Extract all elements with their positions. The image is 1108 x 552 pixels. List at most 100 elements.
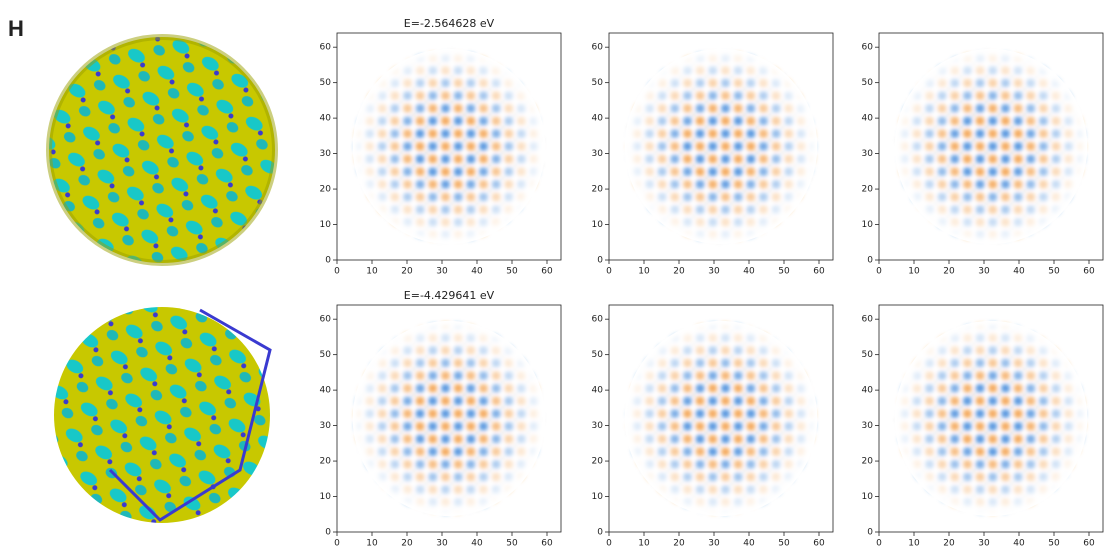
x-tick-label: 40 [471,267,483,277]
x-tick-label: 20 [673,539,685,549]
x-tick-label: 0 [606,267,612,277]
density-fade [895,49,1088,244]
x-tick-label: 0 [876,539,882,549]
heatmap [895,321,1088,516]
y-tick-label: 0 [597,256,603,266]
panel-label: H [8,16,24,41]
x-tick-label: 0 [606,539,612,549]
x-tick-label: 60 [1083,267,1095,277]
x-tick-label: 40 [1013,267,1025,277]
heatmap [625,49,818,244]
y-tick-label: 40 [862,386,874,396]
x-tick-label: 50 [506,267,518,277]
y-tick-label: 40 [862,114,874,124]
y-tick-label: 30 [320,421,332,431]
y-tick-label: 10 [592,220,604,230]
x-tick-label: 30 [436,539,448,549]
y-tick-label: 30 [320,149,332,159]
density-fade [625,321,818,516]
y-tick-label: 30 [862,421,874,431]
x-tick-label: 30 [978,267,990,277]
x-tick-label: 0 [334,267,340,277]
y-tick-label: 20 [320,185,332,195]
x-tick-label: 30 [708,267,720,277]
y-tick-label: 30 [592,149,604,159]
x-tick-label: 10 [908,267,920,277]
x-tick-label: 60 [1083,539,1095,549]
x-tick-label: 50 [506,539,518,549]
heatmap [353,321,546,516]
x-tick-label: 20 [401,539,413,549]
x-tick-label: 50 [1048,539,1060,549]
density-fade [895,321,1088,516]
y-tick-label: 10 [862,492,874,502]
x-tick-label: 20 [943,539,955,549]
y-tick-label: 60 [592,315,604,325]
y-tick-label: 20 [592,185,604,195]
x-tick-label: 50 [1048,267,1060,277]
x-tick-label: 0 [334,539,340,549]
heatmap [625,321,818,516]
y-tick-label: 60 [320,43,332,53]
x-tick-label: 60 [541,539,553,549]
y-tick-label: 20 [592,457,604,467]
y-tick-label: 0 [325,528,331,538]
molecule-render [54,307,270,523]
heatmap [353,49,546,244]
x-tick-label: 10 [366,539,378,549]
plot-title: E=-2.564628 eV [404,17,495,30]
x-tick-label: 60 [541,267,553,277]
heatmap [895,49,1088,244]
density-fade [353,321,546,516]
figure: H E=-2.564628 eV 0 10 20 30 40 50 60 0 10 20 30 40 50… [0,0,1108,552]
y-tick-label: 30 [592,421,604,431]
y-tick-label: 40 [320,114,332,124]
x-tick-label: 10 [908,539,920,549]
density-fade [353,49,546,244]
x-tick-label: 50 [778,267,790,277]
y-tick-label: 10 [592,492,604,502]
x-tick-label: 0 [876,267,882,277]
x-tick-label: 40 [743,267,755,277]
y-tick-label: 40 [320,386,332,396]
y-tick-label: 60 [862,43,874,53]
y-tick-label: 50 [862,78,874,88]
y-tick-label: 0 [867,528,873,538]
x-tick-label: 10 [638,267,650,277]
x-tick-label: 30 [436,267,448,277]
y-tick-label: 20 [862,457,874,467]
y-tick-label: 40 [592,114,604,124]
molecule-render [49,37,275,263]
x-tick-label: 30 [708,539,720,549]
y-tick-label: 60 [320,315,332,325]
x-tick-label: 40 [743,539,755,549]
x-tick-label: 40 [1013,539,1025,549]
x-tick-label: 20 [401,267,413,277]
x-tick-label: 40 [471,539,483,549]
y-tick-label: 10 [320,492,332,502]
y-tick-label: 20 [320,457,332,467]
x-tick-label: 60 [813,267,825,277]
y-tick-label: 10 [862,220,874,230]
y-tick-label: 50 [592,350,604,360]
x-tick-label: 60 [813,539,825,549]
y-tick-label: 20 [862,185,874,195]
y-tick-label: 0 [867,256,873,266]
x-tick-label: 10 [366,267,378,277]
y-tick-label: 50 [320,350,332,360]
y-tick-label: 60 [862,315,874,325]
y-tick-label: 50 [862,350,874,360]
x-tick-label: 20 [943,267,955,277]
y-tick-label: 30 [862,149,874,159]
density-fade [625,49,818,244]
x-tick-label: 10 [638,539,650,549]
y-tick-label: 10 [320,220,332,230]
y-tick-label: 40 [592,386,604,396]
y-tick-label: 50 [592,78,604,88]
plot-title: E=-4.429641 eV [404,289,495,302]
x-tick-label: 50 [778,539,790,549]
y-tick-label: 0 [325,256,331,266]
x-tick-label: 20 [673,267,685,277]
y-tick-label: 0 [597,528,603,538]
x-tick-label: 30 [978,539,990,549]
